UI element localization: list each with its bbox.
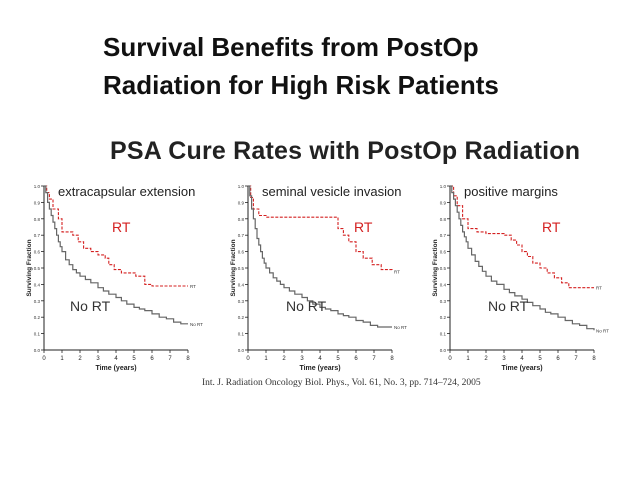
y-tick-label: 0.3 bbox=[34, 299, 41, 304]
chart-title: extracapsular extension bbox=[58, 184, 195, 199]
x-axis-title: Time (years) bbox=[299, 365, 340, 372]
rt-annotation: RT bbox=[542, 219, 561, 235]
x-tick-label: 0 bbox=[42, 356, 46, 362]
y-tick-label: 0.7 bbox=[440, 233, 447, 238]
series-end-label: RT bbox=[596, 286, 602, 291]
y-tick-label: 0.1 bbox=[34, 332, 41, 337]
x-tick-label: 3 bbox=[96, 356, 100, 362]
y-tick-label: 0.0 bbox=[238, 348, 245, 353]
x-tick-label: 1 bbox=[466, 356, 470, 362]
y-tick-label: 0.2 bbox=[238, 315, 245, 320]
chart-title: seminal vesicle invasion bbox=[262, 184, 401, 199]
x-tick-label: 2 bbox=[282, 356, 286, 362]
slide-title: Survival Benefits from PostOp Radiation … bbox=[103, 32, 499, 100]
x-tick-label: 3 bbox=[300, 356, 304, 362]
y-axis-title: Surviving Fraction bbox=[230, 239, 237, 296]
y-axis-title: Surviving Fraction bbox=[432, 239, 439, 296]
series-line-rt bbox=[248, 185, 393, 272]
chart-svg: 0.0 0.1 0.2 0.3 0.4 0.5 0.6 0.7 0.8 0.9 1.0 0 1 2 3 4 5 6… bbox=[26, 184, 203, 372]
x-tick-label: 8 bbox=[186, 356, 190, 362]
y-tick-label: 1.0 bbox=[440, 184, 447, 189]
series-end-label: No RT bbox=[596, 328, 609, 333]
km-chart-seminal-vesicle-invasion: 0.0 0.1 0.2 0.3 0.4 0.5 0.6 0.7 0.8 0.9 1.0 0 1 2 3 4 5 6… bbox=[230, 174, 436, 376]
x-tick-label: 8 bbox=[592, 356, 596, 362]
x-tick-label: 5 bbox=[132, 356, 136, 362]
y-tick-label: 0.5 bbox=[440, 266, 447, 271]
x-tick-label: 0 bbox=[246, 356, 250, 362]
x-tick-label: 5 bbox=[538, 356, 542, 362]
chart-svg: 0.0 0.1 0.2 0.3 0.4 0.5 0.6 0.7 0.8 0.9 1.0 0 1 2 3 4 5 6… bbox=[432, 184, 609, 372]
x-tick-label: 7 bbox=[372, 356, 376, 362]
y-tick-label: 0.9 bbox=[238, 200, 245, 205]
x-tick-label: 2 bbox=[78, 356, 82, 362]
x-tick-label: 1 bbox=[264, 356, 268, 362]
series-end-label: No RT bbox=[190, 322, 203, 327]
y-axis-title: Surviving Fraction bbox=[26, 239, 33, 296]
x-tick-label: 8 bbox=[390, 356, 394, 362]
y-tick-label: 0.3 bbox=[238, 299, 245, 304]
km-chart-extracapsular-extension: 0.0 0.1 0.2 0.3 0.4 0.5 0.6 0.7 0.8 0.9 1.0 0 1 2 3 4 5 6… bbox=[26, 174, 232, 376]
no-rt-annotation: No RT bbox=[286, 298, 327, 314]
y-tick-label: 0.8 bbox=[238, 217, 245, 222]
y-tick-label: 0.5 bbox=[238, 266, 245, 271]
series-line-no-rt bbox=[450, 185, 595, 331]
series-line-no-rt bbox=[248, 185, 392, 328]
y-tick-label: 0.6 bbox=[238, 250, 245, 255]
y-tick-label: 0.1 bbox=[238, 332, 245, 337]
citation: Int. J. Radiation Oncology Biol. Phys., … bbox=[202, 378, 481, 388]
x-tick-label: 7 bbox=[168, 356, 172, 362]
series-line-rt bbox=[44, 185, 188, 287]
chart-title: positive margins bbox=[464, 184, 558, 199]
y-tick-label: 0.2 bbox=[34, 315, 41, 320]
rt-annotation: RT bbox=[354, 219, 373, 235]
slide-subtitle: PSA Cure Rates with PostOp Radiation bbox=[110, 137, 581, 165]
y-tick-label: 0.4 bbox=[238, 282, 245, 287]
y-tick-label: 0.7 bbox=[34, 233, 41, 238]
y-tick-label: 0.0 bbox=[440, 348, 447, 353]
x-tick-label: 6 bbox=[556, 356, 560, 362]
chart-svg: 0.0 0.1 0.2 0.3 0.4 0.5 0.6 0.7 0.8 0.9 1.0 0 1 2 3 4 5 6… bbox=[230, 184, 407, 372]
y-tick-label: 0.4 bbox=[34, 282, 41, 287]
km-chart-positive-margins: 0.0 0.1 0.2 0.3 0.4 0.5 0.6 0.7 0.8 0.9 1.0 0 1 2 3 4 5 6… bbox=[432, 174, 638, 376]
y-tick-label: 0.5 bbox=[34, 266, 41, 271]
series-end-label: No RT bbox=[394, 325, 407, 330]
x-tick-label: 1 bbox=[60, 356, 64, 362]
y-tick-label: 1.0 bbox=[238, 184, 245, 189]
x-tick-label: 7 bbox=[574, 356, 578, 362]
series-line-rt bbox=[450, 185, 594, 289]
y-tick-label: 0.9 bbox=[34, 200, 41, 205]
y-tick-label: 0.1 bbox=[440, 332, 447, 337]
y-tick-label: 0.7 bbox=[238, 233, 245, 238]
y-tick-label: 0.6 bbox=[440, 250, 447, 255]
y-tick-label: 0.9 bbox=[440, 200, 447, 205]
rt-annotation: RT bbox=[112, 219, 131, 235]
series-end-label: RT bbox=[394, 269, 400, 274]
x-tick-label: 4 bbox=[114, 356, 118, 362]
x-tick-label: 4 bbox=[520, 356, 524, 362]
x-axis-title: Time (years) bbox=[95, 365, 136, 372]
x-tick-label: 0 bbox=[448, 356, 452, 362]
y-tick-label: 0.8 bbox=[34, 217, 41, 222]
x-tick-label: 4 bbox=[318, 356, 322, 362]
y-tick-label: 0.6 bbox=[34, 250, 41, 255]
y-tick-label: 0.4 bbox=[440, 282, 447, 287]
series-end-label: RT bbox=[190, 284, 196, 289]
series-line-no-rt bbox=[44, 185, 188, 325]
x-axis-title: Time (years) bbox=[501, 365, 542, 372]
x-tick-label: 3 bbox=[502, 356, 506, 362]
y-tick-label: 0.3 bbox=[440, 299, 447, 304]
x-tick-label: 6 bbox=[354, 356, 358, 362]
y-tick-label: 1.0 bbox=[34, 184, 41, 189]
x-tick-label: 6 bbox=[150, 356, 154, 362]
no-rt-annotation: No RT bbox=[70, 298, 111, 314]
y-tick-label: 0.2 bbox=[440, 315, 447, 320]
no-rt-annotation: No RT bbox=[488, 298, 529, 314]
x-tick-label: 2 bbox=[484, 356, 488, 362]
x-tick-label: 5 bbox=[336, 356, 340, 362]
y-tick-label: 0.0 bbox=[34, 348, 41, 353]
y-tick-label: 0.8 bbox=[440, 217, 447, 222]
